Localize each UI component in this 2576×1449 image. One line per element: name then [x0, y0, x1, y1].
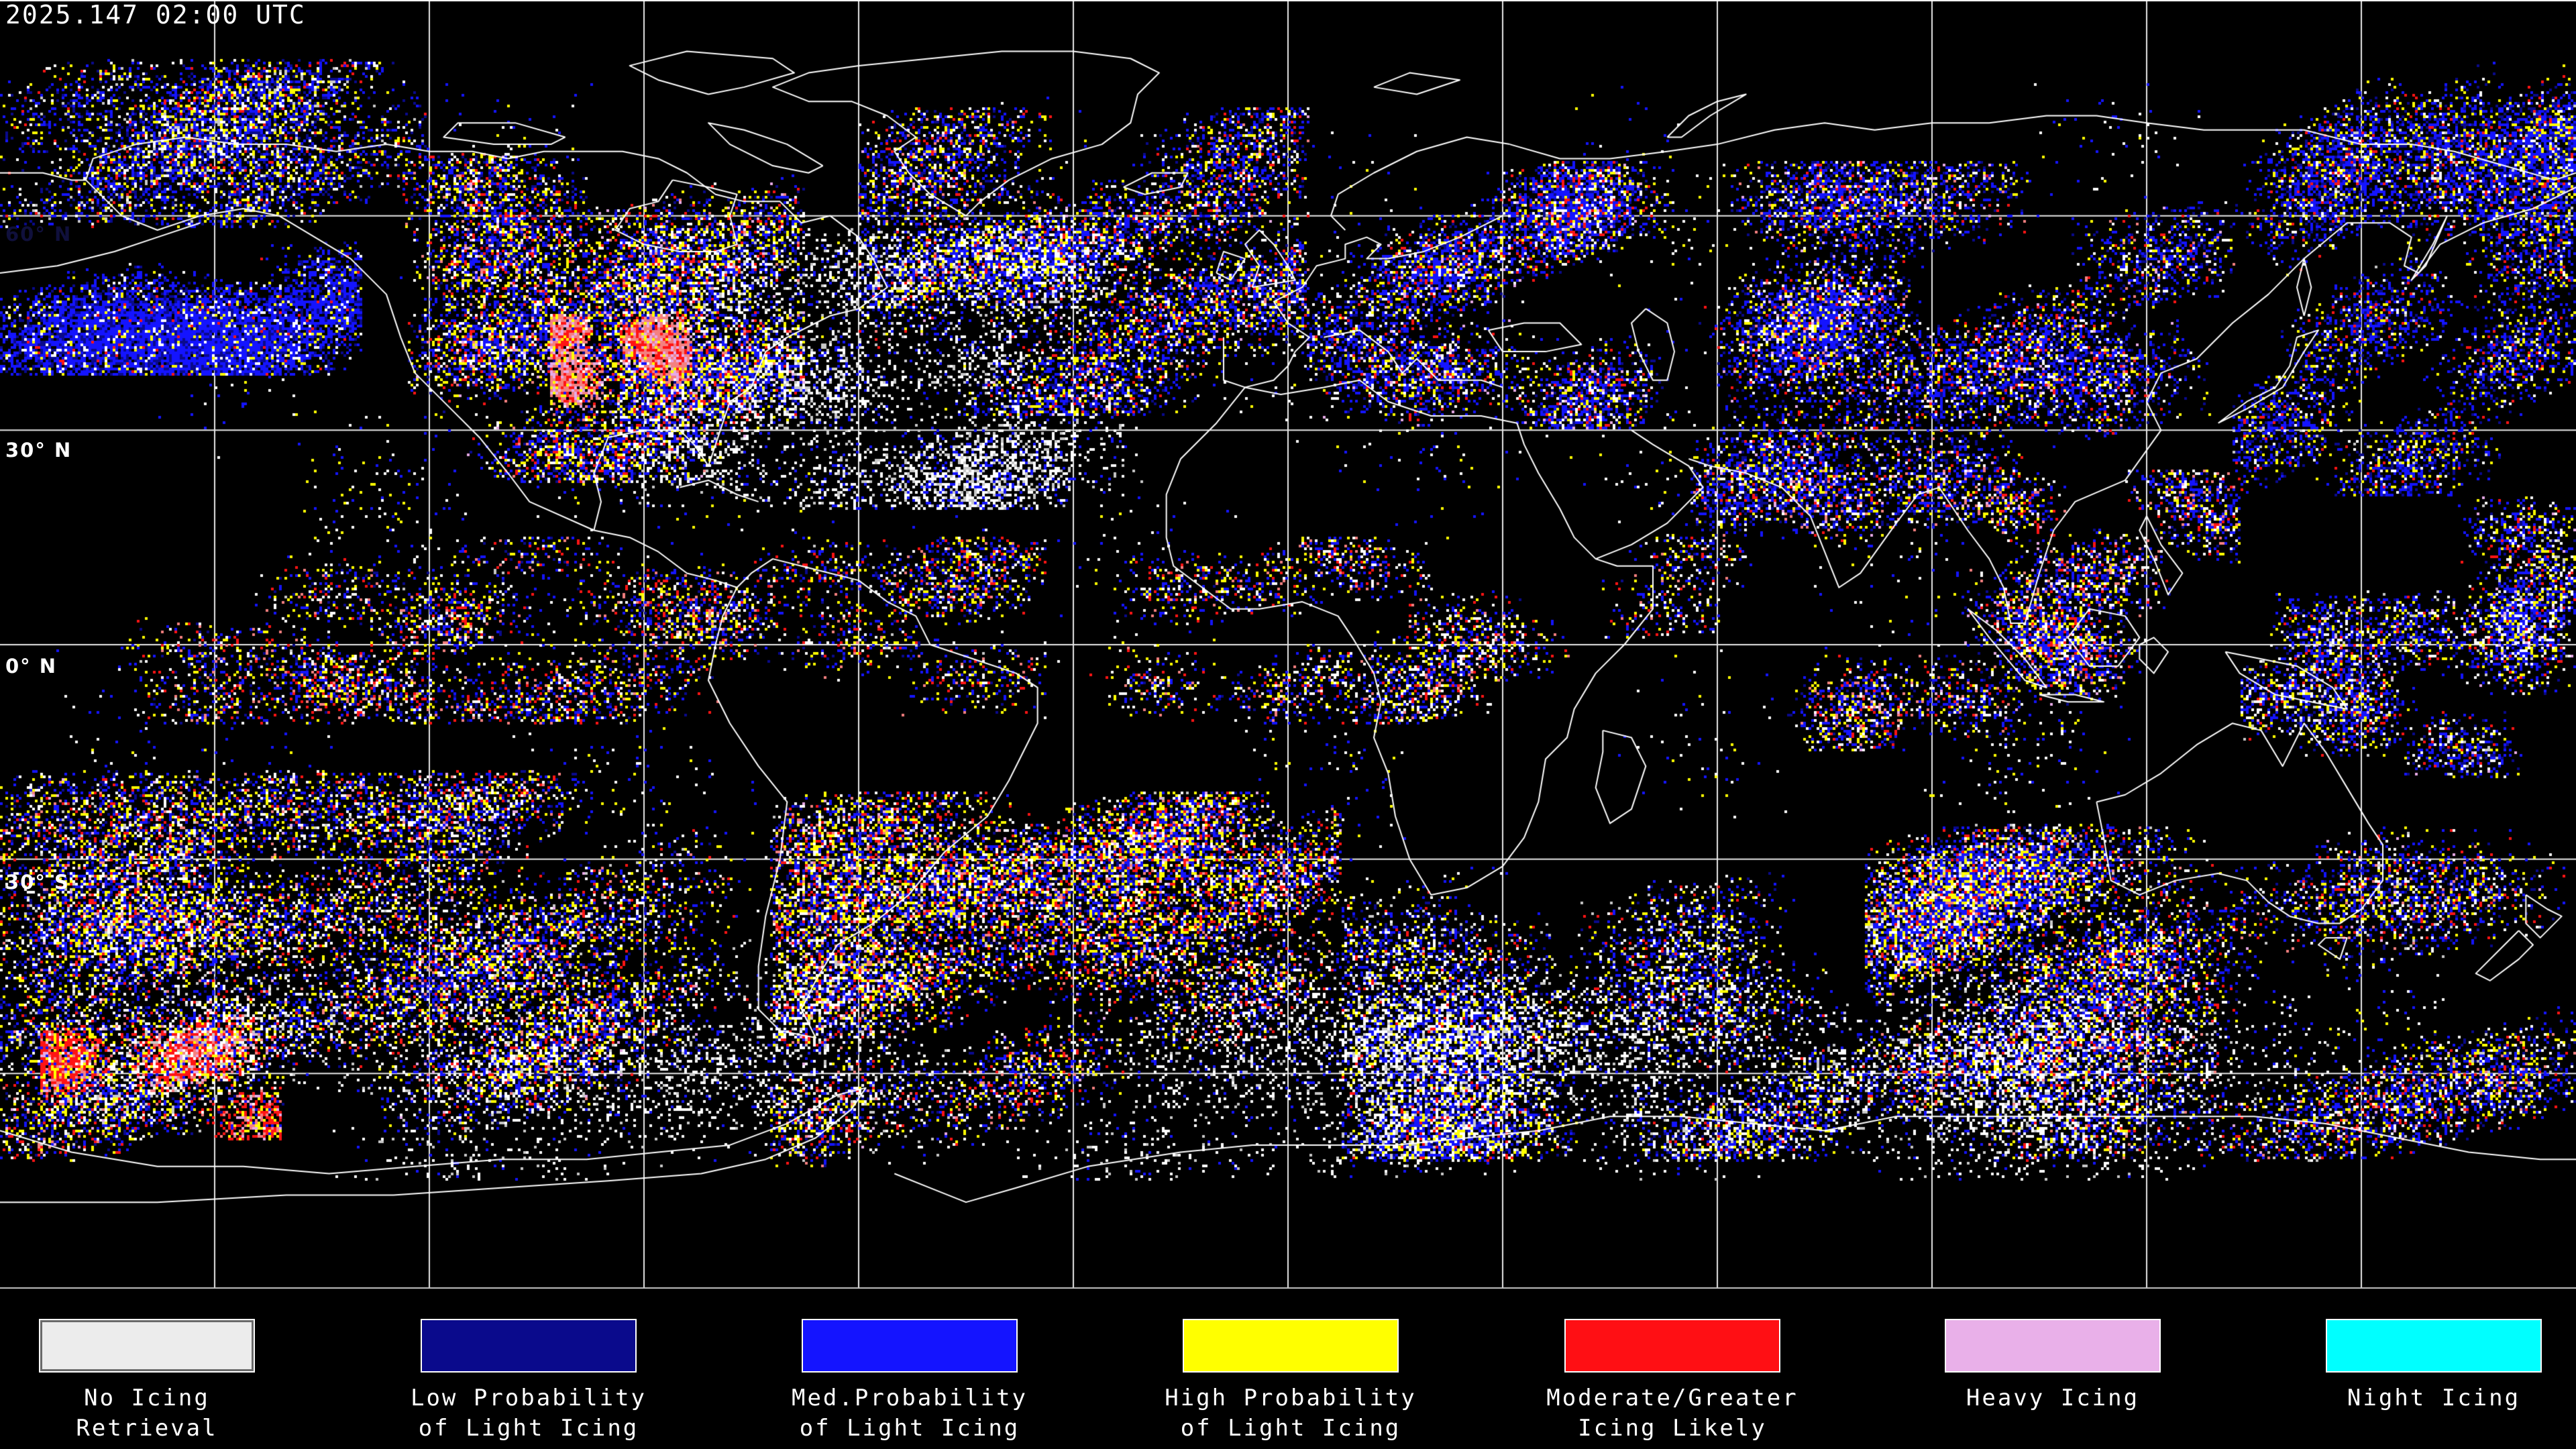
legend-label: Night Icing — [2347, 1385, 2521, 1411]
timestamp-label: 2025.147 02:00 UTC — [5, 0, 306, 30]
legend-label: Heavy Icing — [1966, 1385, 2140, 1411]
world-icing-map-canvas — [0, 0, 2576, 1289]
legend-swatch-high-probability-of-light-icing — [1183, 1319, 1399, 1373]
legend-label: No Icing Retrieval — [76, 1385, 218, 1442]
legend-label: Low Probability of Light Icing — [410, 1385, 647, 1442]
legend-swatch-no-icing-retrieval — [39, 1319, 255, 1373]
legend-label: Med.Probability of Light Icing — [791, 1385, 1028, 1442]
latitude-label: 30° N — [5, 439, 72, 462]
legend-swatch-low-probability-of-light-icing — [421, 1319, 637, 1373]
legend-swatch-moderate-greater-icing-likely — [1564, 1319, 1780, 1373]
latitude-label: 0° N — [5, 655, 58, 678]
legend-label: Moderate/Greater Icing Likely — [1546, 1385, 1799, 1442]
legend-swatch-heavy-icing — [1945, 1319, 2161, 1373]
latitude-label: 60° N — [5, 223, 72, 246]
legend-label: High Probability of Light Icing — [1165, 1385, 1417, 1442]
legend-swatch-med-probability-of-light-icing — [802, 1319, 1018, 1373]
legend-swatch-night-icing — [2326, 1319, 2542, 1373]
latitude-label: 30° S — [5, 871, 70, 894]
legend: No Icing Retrieval Low Probability of Lig… — [0, 1289, 2576, 1449]
